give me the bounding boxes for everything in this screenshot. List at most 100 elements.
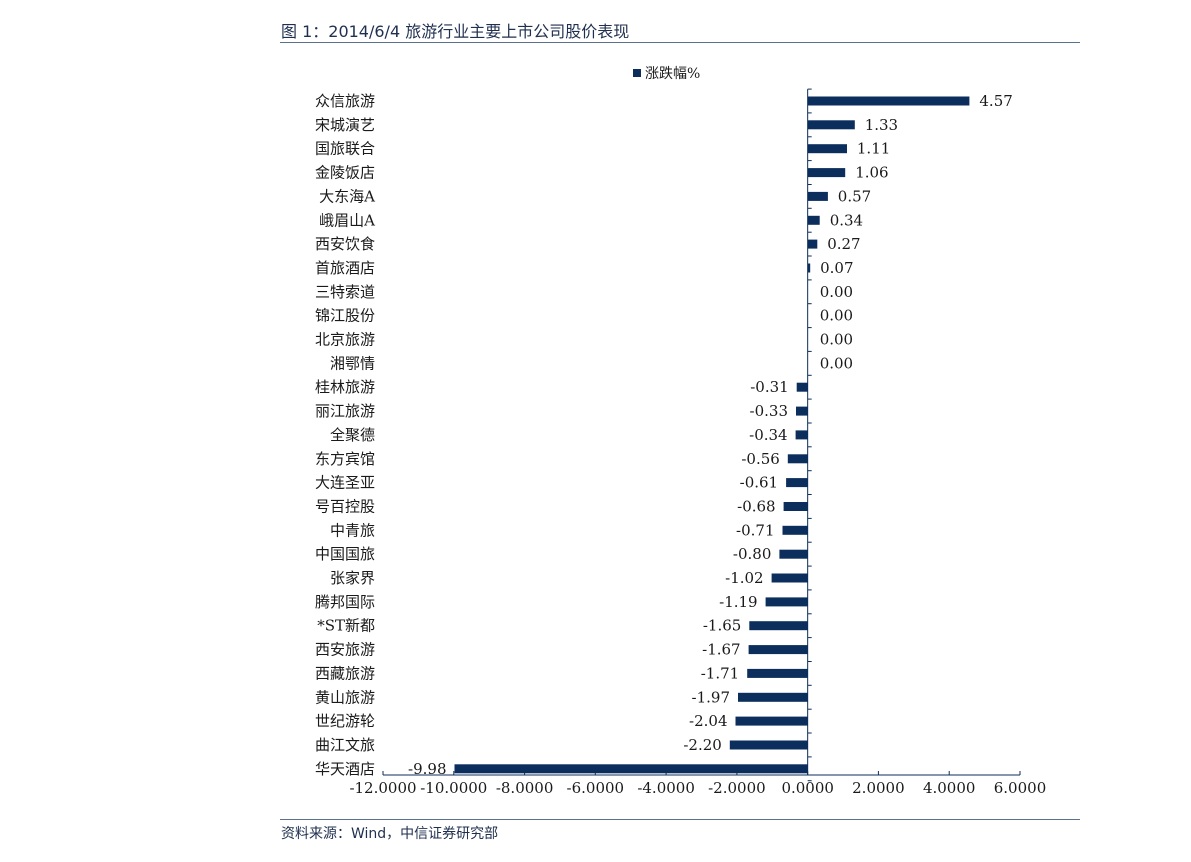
value-label: -0.34 bbox=[749, 426, 787, 444]
value-label: -1.02 bbox=[725, 569, 763, 587]
value-label: 0.27 bbox=[827, 235, 860, 253]
x-tick-label: 4.0000 bbox=[923, 779, 976, 797]
legend-label: 涨跌幅% bbox=[645, 66, 700, 82]
value-label: 0.07 bbox=[820, 259, 853, 277]
category-label: 号百控股 bbox=[315, 498, 375, 516]
title-rule bbox=[280, 42, 1080, 43]
x-tick-label: 2.0000 bbox=[852, 779, 905, 797]
value-label: 0.00 bbox=[820, 354, 853, 372]
bar-17 bbox=[786, 478, 808, 488]
value-label: -9.98 bbox=[408, 760, 446, 778]
value-label: 1.33 bbox=[865, 116, 898, 134]
category-label: 世纪游轮 bbox=[315, 712, 375, 730]
value-label: -1.97 bbox=[692, 688, 730, 706]
category-label: 首旅酒店 bbox=[315, 259, 375, 277]
bar-4 bbox=[807, 168, 846, 178]
x-tick-label: -8.0000 bbox=[496, 779, 554, 797]
x-tick-label: -12.0000 bbox=[349, 779, 416, 797]
category-label: 华天酒店 bbox=[315, 760, 375, 778]
category-label: 三特索道 bbox=[315, 283, 375, 301]
x-tick-label: -10.0000 bbox=[420, 779, 487, 797]
axes-layer: -12.0000 -10.0000 -8.0000 -6.0000 -4.0000 -2.… bbox=[349, 88, 1047, 797]
bar-23 bbox=[749, 621, 808, 631]
labels-layer: 众信旅游 4.57 宋城演艺 1.33 国旅联合 1.11 金陵饭店 1.06 大东海A 0.57… bbox=[315, 92, 1013, 778]
value-label: 0.57 bbox=[838, 187, 871, 205]
value-label: -0.56 bbox=[741, 450, 779, 468]
bar-26 bbox=[738, 692, 808, 702]
category-label: 国旅联合 bbox=[315, 140, 375, 158]
value-label: 0.34 bbox=[830, 211, 863, 229]
legend: 涨跌幅% bbox=[633, 66, 700, 82]
legend-swatch bbox=[633, 69, 641, 77]
x-tick-label: -2.0000 bbox=[708, 779, 766, 797]
value-label: 1.06 bbox=[855, 164, 888, 182]
category-label: 全聚德 bbox=[330, 426, 375, 444]
bar-6 bbox=[807, 215, 820, 225]
bar-20 bbox=[779, 549, 808, 559]
x-tick-label: -4.0000 bbox=[637, 779, 695, 797]
bar-8 bbox=[807, 263, 811, 273]
bar-19 bbox=[782, 525, 808, 535]
category-label: 西安饮食 bbox=[315, 235, 375, 253]
bar-29 bbox=[454, 764, 808, 774]
category-label: 中国国旅 bbox=[315, 545, 375, 563]
bars-layer bbox=[454, 96, 970, 774]
value-label: -1.67 bbox=[702, 641, 740, 659]
source-note: 资料来源：Wind，中信证券研究部 bbox=[281, 826, 499, 842]
category-label: 湘鄂情 bbox=[330, 354, 375, 372]
value-label: -0.68 bbox=[737, 498, 775, 516]
value-label: -0.33 bbox=[750, 402, 788, 420]
category-label: 东方宾馆 bbox=[315, 450, 375, 468]
x-tick-label: -6.0000 bbox=[567, 779, 625, 797]
value-label: -0.80 bbox=[733, 545, 771, 563]
value-label: 0.00 bbox=[820, 331, 853, 349]
bar-18 bbox=[783, 502, 808, 511]
category-label: 峨眉山A bbox=[319, 211, 375, 229]
value-label: -0.71 bbox=[736, 521, 774, 539]
value-label: -2.20 bbox=[683, 736, 721, 754]
value-label: -1.71 bbox=[701, 664, 739, 682]
bar-21 bbox=[771, 573, 808, 583]
bar-16 bbox=[787, 454, 808, 464]
bar-7 bbox=[807, 239, 818, 249]
bar-2 bbox=[807, 120, 855, 130]
bar-24 bbox=[748, 645, 808, 655]
bar-25 bbox=[747, 668, 808, 678]
bar-27 bbox=[735, 716, 808, 726]
category-label: 腾邦国际 bbox=[315, 593, 375, 611]
category-label: 西安旅游 bbox=[315, 641, 375, 659]
category-label: 黄山旅游 bbox=[315, 688, 375, 706]
bar-13 bbox=[796, 382, 808, 392]
value-label: -0.61 bbox=[740, 474, 778, 492]
category-label: 中青旅 bbox=[330, 521, 375, 539]
category-label: 大连圣亚 bbox=[315, 474, 375, 492]
bar-22 bbox=[765, 597, 808, 607]
value-label: -1.65 bbox=[703, 617, 741, 635]
category-label: 北京旅游 bbox=[315, 331, 375, 349]
bar-5 bbox=[807, 191, 828, 201]
category-label: 西藏旅游 bbox=[315, 664, 375, 682]
bar-1 bbox=[807, 96, 970, 106]
value-label: 0.00 bbox=[820, 283, 853, 301]
category-label: 桂林旅游 bbox=[315, 378, 375, 396]
category-label: 锦江股份 bbox=[315, 307, 375, 325]
category-label: *ST新都 bbox=[317, 617, 375, 635]
figure-title: 图 1：2014/6/4 旅游行业主要上市公司股价表现 bbox=[281, 22, 630, 41]
category-label: 大东海A bbox=[319, 187, 375, 205]
value-label: -0.31 bbox=[750, 378, 788, 396]
value-label: 1.11 bbox=[857, 140, 890, 158]
value-label: 0.00 bbox=[820, 307, 853, 325]
category-label: 宋城演艺 bbox=[315, 116, 375, 134]
bar-15 bbox=[795, 430, 808, 440]
value-label: 4.57 bbox=[979, 92, 1012, 110]
bar-14 bbox=[796, 406, 808, 416]
value-label: -2.04 bbox=[689, 712, 727, 730]
bar-28 bbox=[729, 740, 808, 750]
source-rule bbox=[280, 819, 1080, 820]
category-label: 众信旅游 bbox=[315, 92, 375, 110]
x-tick-label: 6.0000 bbox=[994, 779, 1047, 797]
category-label: 丽江旅游 bbox=[315, 402, 375, 420]
bar-3 bbox=[807, 144, 847, 154]
category-label: 张家界 bbox=[330, 569, 375, 587]
